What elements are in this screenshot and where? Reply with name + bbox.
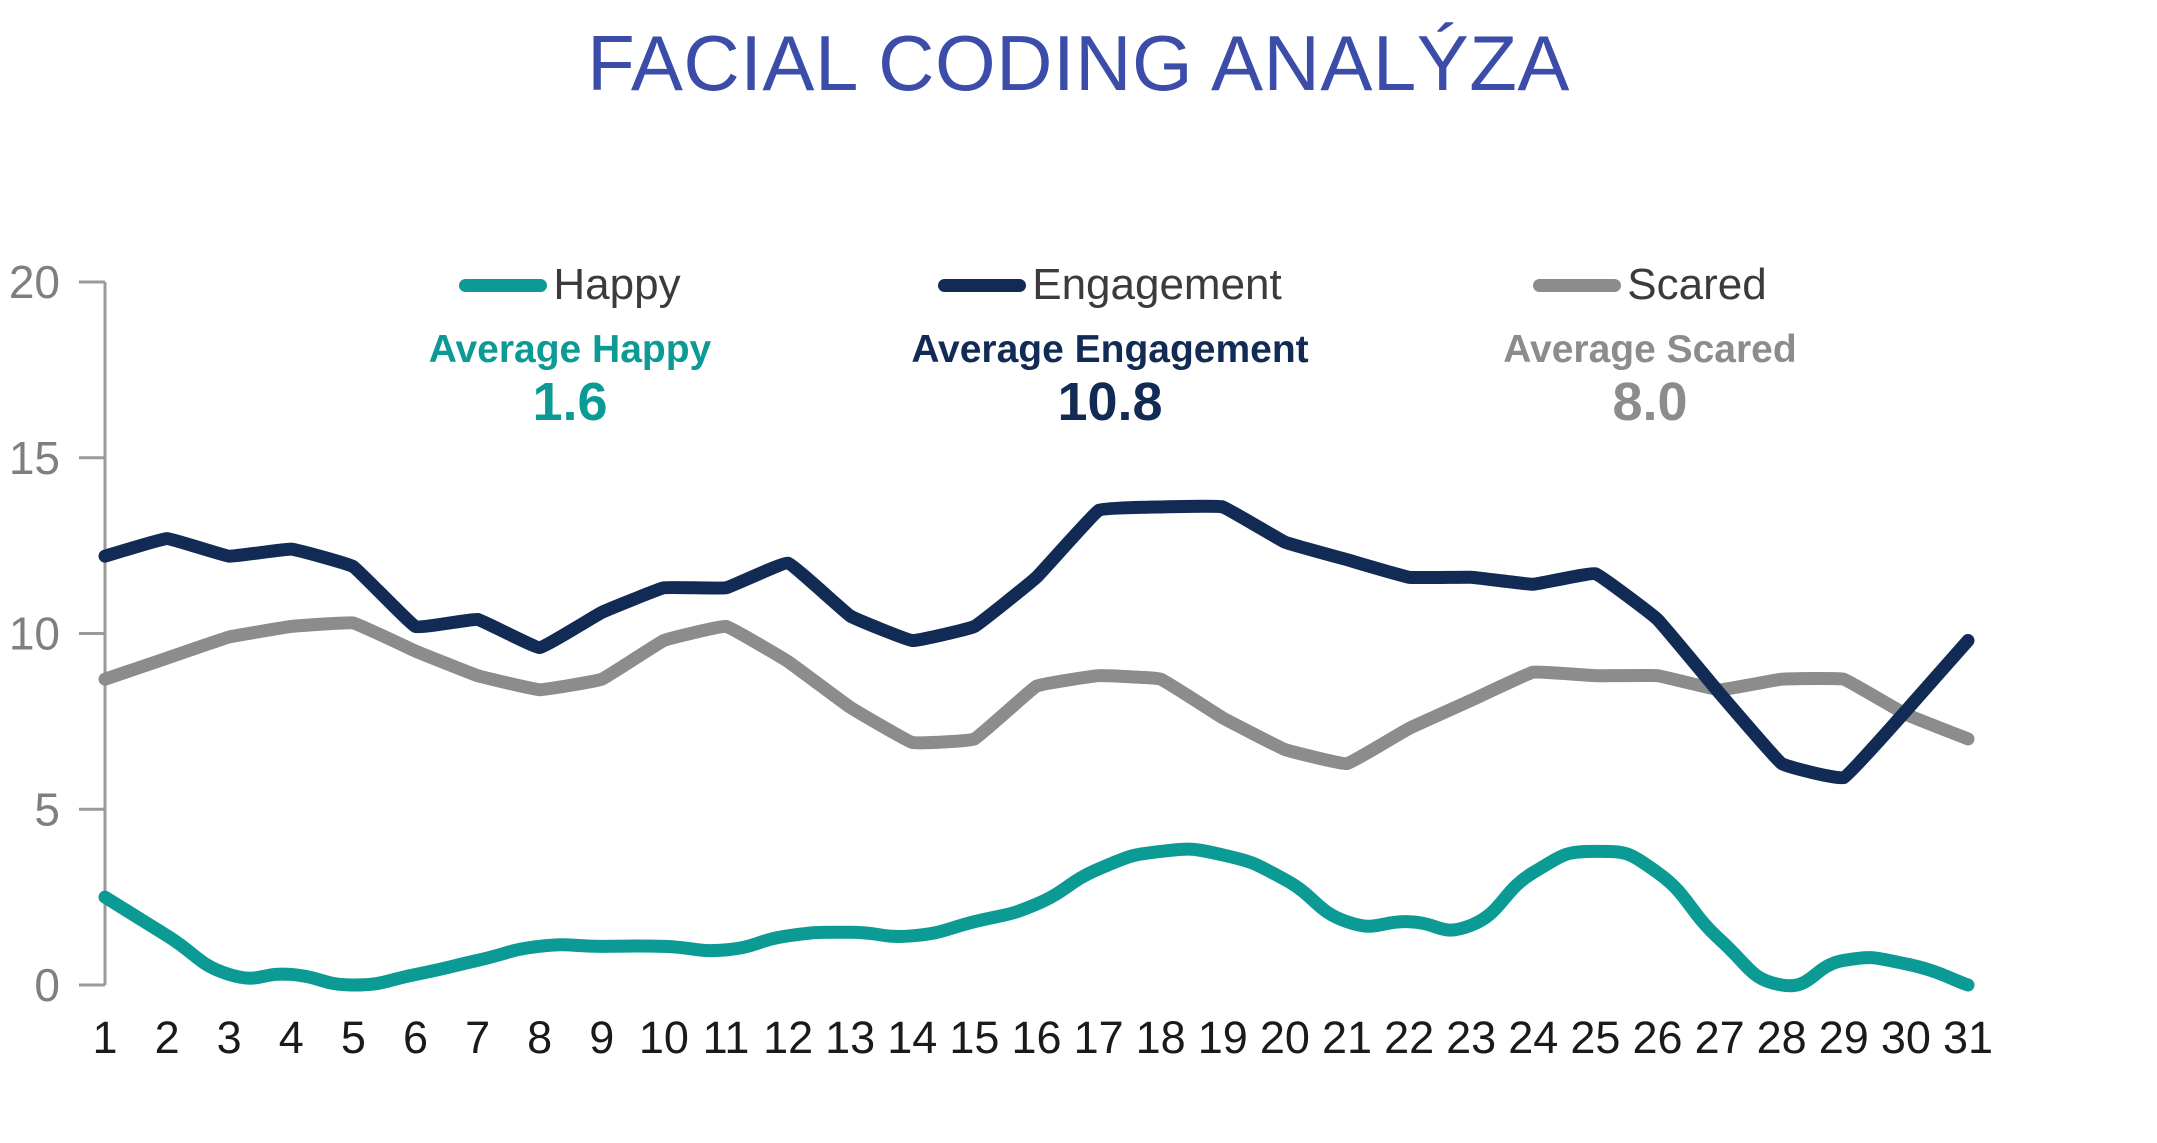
x-tick-label: 20: [1260, 1012, 1310, 1063]
x-tick-label: 13: [825, 1012, 875, 1063]
x-tick-label: 3: [217, 1012, 242, 1063]
x-tick-label: 23: [1446, 1012, 1496, 1063]
y-axis: 0 5 10 15 20: [9, 256, 107, 1011]
x-tick-label: 25: [1570, 1012, 1620, 1063]
x-axis: 1 2 3 4 5 6 7 8 9 10 11 12 13 14 15 16 17 18 19 20 21 22 23 24 2…: [92, 1012, 1993, 1063]
x-tick-label: 18: [1136, 1012, 1186, 1063]
series-line-happy: [98, 842, 1975, 993]
y-tick-label: 5: [34, 783, 60, 835]
x-tick-label: 21: [1322, 1012, 1372, 1063]
chart-series: [98, 499, 1975, 993]
y-tick-label: 10: [9, 608, 60, 660]
x-tick-label: 1: [92, 1012, 117, 1063]
x-tick-label: 28: [1757, 1012, 1807, 1063]
x-tick-label: 19: [1198, 1012, 1248, 1063]
y-tick-label: 0: [34, 959, 60, 1011]
x-tick-label: 9: [589, 1012, 614, 1063]
x-tick-label: 11: [703, 1012, 750, 1063]
x-tick-label: 14: [887, 1012, 937, 1063]
series-line-engagement: [98, 499, 1975, 785]
page-title: FACIAL CODING ANALÝZA: [587, 19, 1570, 107]
y-tick-label: 20: [9, 256, 60, 308]
x-tick-label: 8: [527, 1012, 552, 1063]
x-tick-label: 26: [1632, 1012, 1682, 1063]
x-tick-label: 15: [949, 1012, 999, 1063]
x-tick-label: 31: [1943, 1012, 1993, 1063]
x-tick-label: 5: [341, 1012, 366, 1063]
x-tick-label: 10: [639, 1012, 689, 1063]
x-tick-label: 30: [1881, 1012, 1931, 1063]
x-tick-label: 2: [155, 1012, 180, 1063]
x-tick-label: 7: [465, 1012, 490, 1063]
x-tick-label: 24: [1508, 1012, 1558, 1063]
series-line-scared: [98, 616, 1975, 771]
y-tick-label: 15: [9, 432, 60, 484]
x-tick-label: 29: [1819, 1012, 1869, 1063]
x-tick-label: 6: [403, 1012, 428, 1063]
x-tick-label: 27: [1695, 1012, 1745, 1063]
x-tick-label: 16: [1011, 1012, 1061, 1063]
x-tick-label: 4: [279, 1012, 304, 1063]
x-tick-label: 12: [763, 1012, 813, 1063]
x-tick-label: 22: [1384, 1012, 1434, 1063]
x-tick-label: 17: [1074, 1012, 1124, 1063]
